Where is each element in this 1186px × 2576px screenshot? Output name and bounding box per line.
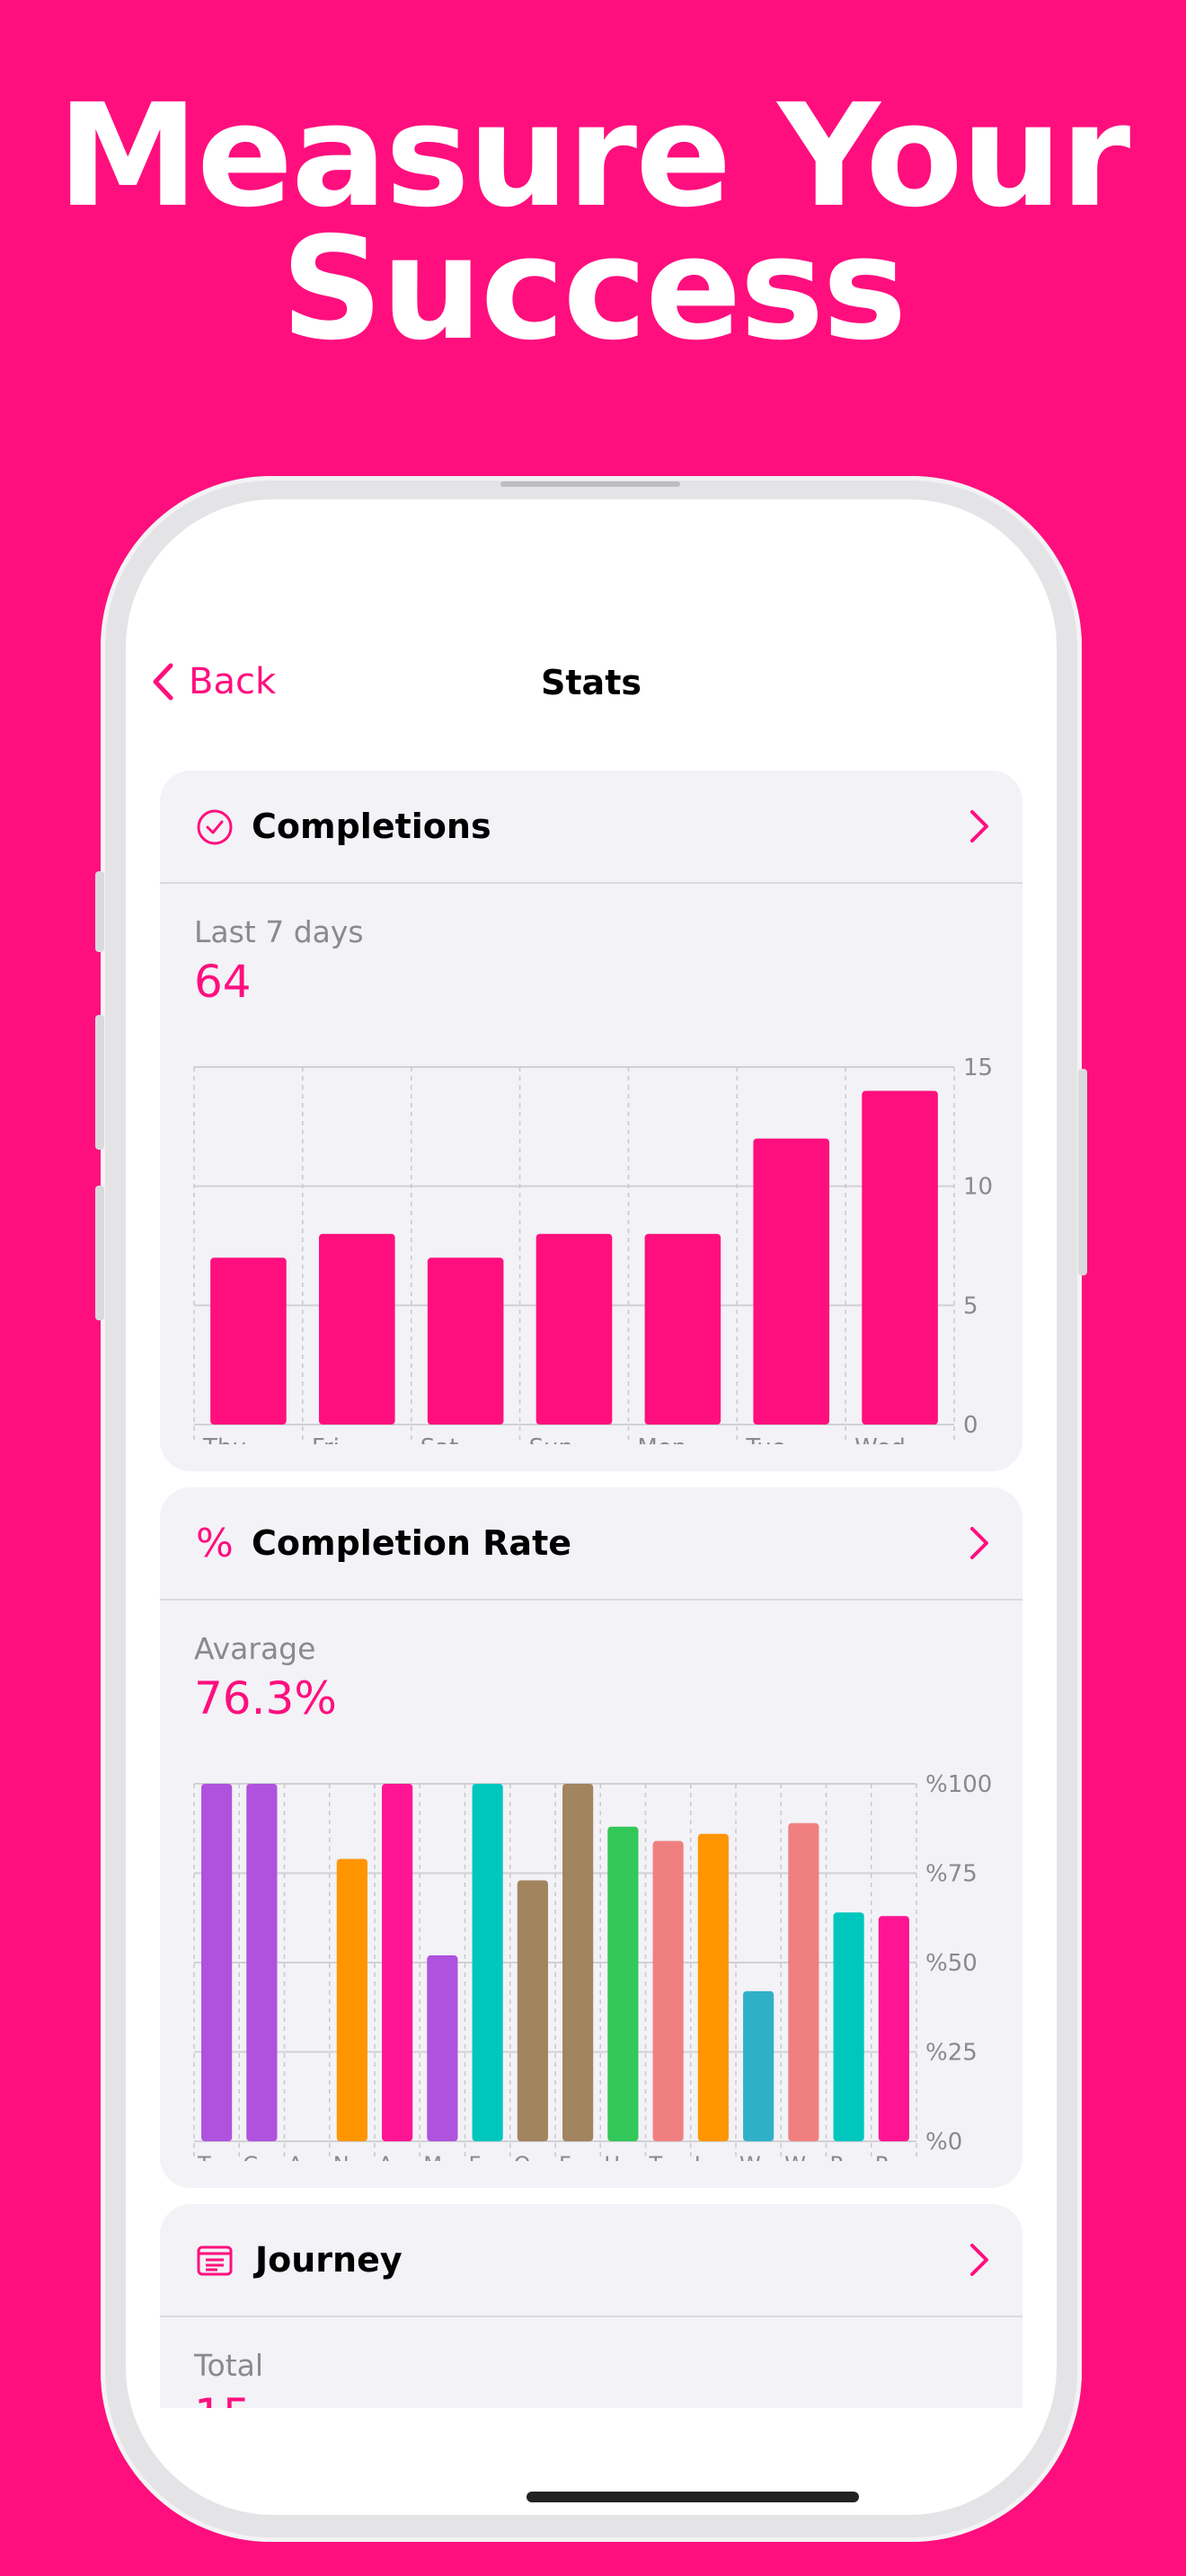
completions-period-label: Last 7 days [194,914,364,949]
x-tick-label: W... [784,2152,824,2161]
y-tick-label: 5 [963,1292,978,1319]
chevron-left-icon [153,663,173,701]
headline: Measure Your Success [0,74,1186,372]
phone-screen: Back Stats Completions Last 7 days [126,499,1057,2515]
chevron-right-icon [970,810,988,842]
journey-total-value: 15 [194,2389,252,2408]
home-indicator[interactable] [527,2492,859,2502]
bar [862,1090,938,1425]
journey-header[interactable]: Journey [160,2204,1022,2317]
phone-button-left-3 [95,1186,104,1320]
bar [697,1833,729,2141]
x-tick-label: W... [739,2152,779,2161]
phone-button-left-1 [95,871,104,952]
phone-frame: Back Stats Completions Last 7 days [95,476,1087,2542]
x-tick-label: M... [423,2152,463,2161]
x-tick-label: L... [695,2152,727,2161]
bar [788,1822,819,2141]
completion-rate-header[interactable]: % Completion Rate [160,1487,1022,1601]
bar [517,1880,548,2141]
y-tick-label: %75 [925,1861,978,1888]
completion-rate-title: Completion Rate [252,1523,572,1563]
x-tick-label: Thu [202,1434,247,1444]
percent-icon: % [196,1521,234,1566]
completions-title: Completions [252,807,491,846]
bar [652,1840,684,2141]
x-tick-label: R... [830,2152,865,2161]
x-tick-label: F... [469,2152,499,2161]
back-label: Back [189,661,277,702]
x-tick-label: Sat [420,1434,459,1444]
bar [753,1138,830,1425]
y-tick-label: 15 [963,1054,993,1081]
bar [201,1784,233,2141]
x-tick-label: Mon [637,1434,686,1444]
phone-top-slot [500,481,680,487]
headline-line-1: Measure Your [57,74,1130,239]
bar [382,1784,413,2141]
x-tick-label: C... [243,2152,279,2161]
x-tick-label: N... [333,2152,370,2161]
x-tick-label: F... [559,2152,589,2161]
y-tick-label: 10 [963,1174,993,1201]
completion-rate-card: % Completion Rate Avarage 76.3% %0 %25 %50… [160,1487,1022,2188]
bar [644,1233,721,1425]
bar [427,1257,504,1425]
chevron-right-icon [970,1527,988,1559]
x-tick-label: Fri [312,1434,340,1444]
chevron-right-icon [970,2244,988,2276]
x-tick-label: Q... [514,2152,552,2161]
x-tick-label: Tue [745,1434,785,1444]
y-tick-label: 0 [963,1412,978,1439]
x-tick-label: T... [197,2152,229,2161]
bar [336,1858,367,2141]
bar [246,1784,278,2141]
bar [743,1990,774,2141]
headline-line-2: Success [280,207,907,372]
x-tick-label: H... [604,2152,641,2161]
x-tick-label: T... [649,2152,681,2161]
completion-rate-average-value: 76.3% [194,1672,337,1725]
bar [318,1233,395,1425]
bar [535,1233,613,1425]
x-tick-label: Wed [854,1434,906,1444]
completions-header[interactable]: Completions [160,771,1022,884]
bar [878,1916,909,2141]
y-tick-label: %50 [925,1950,978,1977]
completions-total-value: 64 [194,956,252,1008]
bar [562,1784,594,2141]
completions-bar-chart: 0 5 10 15 Thu Fri Sat Sun Mon Tue Wed [193,1054,993,1444]
bar [472,1784,503,2141]
bar [427,1955,458,2141]
bar [607,1826,639,2141]
journey-card: Journey Total 15 [160,2204,1022,2408]
bar [833,1912,864,2141]
journal-icon [197,2245,233,2276]
x-tick-label: Sun [529,1434,573,1444]
checkmark-circle-icon [197,809,233,845]
completions-card: Completions Last 7 days 64 0 5 10 15 Thu Fri S… [160,771,1022,1471]
journey-total-label: Total [194,2348,264,2383]
stats-scroll-content[interactable]: Completions Last 7 days 64 0 5 10 15 Thu Fri S… [126,499,1057,2408]
x-tick-label: R... [875,2152,910,2161]
navigation-bar: Back Stats [126,499,1057,702]
phone-button-left-2 [95,1015,104,1150]
completion-rate-average-label: Avarage [194,1631,316,1666]
completion-rate-bar-chart: %0 %25 %50 %75 %100 T... C... A... N... A... M... F… [193,1771,992,2161]
phone-button-right [1078,1069,1087,1275]
y-tick-label: %100 [925,1771,992,1798]
y-tick-label: %25 [925,2040,978,2067]
back-button[interactable]: Back [151,661,276,702]
x-tick-label: A... [378,2152,413,2161]
journey-title: Journey [255,2240,403,2280]
page-title: Stats [541,663,642,702]
y-tick-label: %0 [925,2129,962,2156]
x-tick-label: A... [288,2152,323,2161]
bar [210,1257,287,1425]
